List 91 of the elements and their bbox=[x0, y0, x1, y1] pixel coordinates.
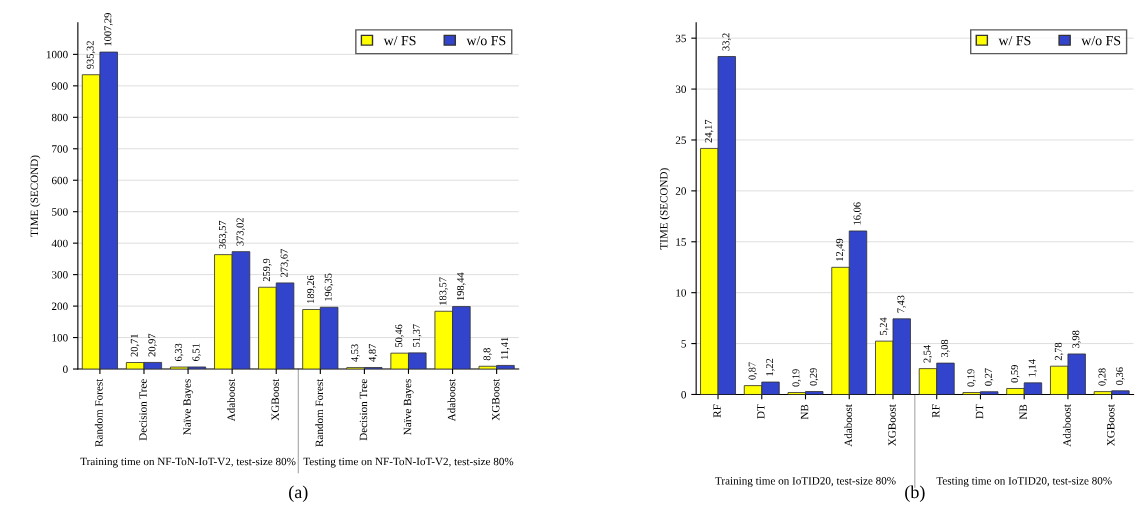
y-tick-label: 30 bbox=[675, 85, 687, 94]
x-tick-label: Decision Tree bbox=[139, 379, 147, 441]
data-label: 3,08 bbox=[941, 339, 950, 358]
y-tick-label: 0 bbox=[63, 365, 68, 373]
x-tick-label: Adaboost bbox=[227, 378, 235, 422]
text: Testing time on IoTID20, test-size 80% bbox=[936, 477, 1112, 487]
data-label: 0,29 bbox=[809, 368, 819, 386]
legend-label: w/ FS bbox=[998, 35, 1031, 46]
y-tick-label: 700 bbox=[52, 145, 68, 153]
data-label: 50,46 bbox=[395, 324, 404, 347]
y-tick-label: 600 bbox=[51, 176, 68, 185]
x-tick-label: Decision Tree bbox=[359, 379, 368, 441]
x-tick-label: RF bbox=[713, 404, 721, 418]
x-tick-label: XGBoost bbox=[271, 378, 280, 421]
y-tick-label: 5 bbox=[681, 340, 686, 348]
data-label: 0,27 bbox=[984, 368, 994, 386]
x-tick-label: NB bbox=[800, 404, 809, 420]
y-tick-label: 400 bbox=[51, 239, 68, 248]
y-tick-label: 100 bbox=[52, 334, 68, 342]
data-label: 259,9 bbox=[263, 258, 272, 282]
legend-label: w/o FS bbox=[1081, 35, 1121, 46]
y-tick-label: 500 bbox=[52, 208, 68, 216]
data-label: 20,97 bbox=[148, 333, 157, 357]
x-tick-label: DT bbox=[975, 404, 984, 419]
data-label: 189,26 bbox=[307, 275, 316, 303]
data-label: 196,35 bbox=[324, 273, 334, 301]
data-label: 0,28 bbox=[1098, 368, 1108, 386]
x-tick-label: Naïve Bayes bbox=[403, 379, 414, 435]
data-label: 0,59 bbox=[1011, 365, 1020, 383]
data-label: 4,53 bbox=[351, 344, 360, 362]
x-tick-label: XGBoost bbox=[491, 378, 500, 421]
y-tick-label: 800 bbox=[51, 113, 68, 122]
data-label: 8,8 bbox=[483, 348, 492, 361]
data-label: 0,36 bbox=[1116, 367, 1125, 385]
data-label: 20,71 bbox=[130, 334, 140, 357]
y-axis-title: TIME (SECOND) bbox=[659, 168, 670, 250]
x-tick-label: Naïve Bayes bbox=[183, 379, 194, 435]
data-label: 1007,29 bbox=[104, 13, 113, 46]
y-tick-label: 0 bbox=[681, 390, 687, 399]
y-axis-title: TIME (SECOND) bbox=[30, 155, 41, 237]
x-tick-label: XGBoost bbox=[888, 404, 896, 446]
x-tick-label: Adaboost bbox=[1062, 404, 1071, 447]
data-label: 16,06 bbox=[853, 202, 863, 225]
x-tick-label: Random Forest bbox=[94, 378, 103, 447]
text: Training time on IoTID20, test-size 80% bbox=[715, 477, 896, 487]
data-label: 2,54 bbox=[923, 345, 933, 363]
data-label: 0,19 bbox=[967, 369, 976, 387]
data-label: 5,24 bbox=[879, 317, 889, 335]
data-label: 1,14 bbox=[1028, 359, 1038, 377]
data-label: 12,49 bbox=[836, 238, 845, 261]
y-tick-label: 1000 bbox=[46, 50, 68, 59]
data-label: 24,17 bbox=[704, 119, 714, 143]
y-tick-label: 900 bbox=[51, 82, 68, 90]
data-label: 935,32 bbox=[86, 41, 96, 69]
data-label: 11,41 bbox=[501, 337, 510, 359]
text: (a) bbox=[289, 485, 308, 502]
text: (b) bbox=[905, 485, 925, 502]
legend-label: w/ FS bbox=[383, 35, 416, 46]
x-tick-label: Adaboost bbox=[844, 404, 853, 447]
data-label: 1,22 bbox=[766, 358, 775, 376]
x-tick-label: NB bbox=[1019, 404, 1027, 420]
data-label: 33,2 bbox=[722, 33, 731, 51]
y-tick-label: 20 bbox=[675, 187, 687, 195]
data-label: 4,87 bbox=[368, 344, 378, 362]
y-tick-label: 35 bbox=[675, 34, 686, 43]
data-label: 2,78 bbox=[1054, 342, 1064, 361]
data-label: 373,02 bbox=[236, 218, 246, 246]
data-label: 6,51 bbox=[192, 343, 201, 361]
data-label: 0,19 bbox=[792, 369, 801, 387]
x-tick-label: RF bbox=[932, 404, 940, 418]
y-tick-label: 300 bbox=[52, 271, 68, 279]
x-tick-label: Random Forest bbox=[315, 378, 324, 447]
data-label: 273,67 bbox=[280, 249, 290, 277]
data-label: 183,57 bbox=[439, 277, 448, 305]
y-tick-label: 10 bbox=[676, 289, 687, 297]
x-tick-label: DT bbox=[757, 404, 765, 419]
y-tick-label: 200 bbox=[51, 302, 68, 311]
text: Training time on NF-ToN-IoT-V2, test-size 80% bbox=[80, 457, 296, 468]
x-tick-label: Adaboost bbox=[447, 378, 456, 422]
data-label: 6,33 bbox=[174, 343, 184, 362]
data-label: 7,43 bbox=[897, 295, 906, 313]
y-tick-label: 25 bbox=[675, 136, 686, 144]
data-label: 3,98 bbox=[1072, 330, 1081, 348]
text: Testing time on NF-ToN-IoT-V2, test-size 80% bbox=[303, 457, 514, 468]
data-label: 0,87 bbox=[748, 362, 758, 380]
y-tick-label: 15 bbox=[676, 238, 686, 246]
data-label: 198,44 bbox=[456, 272, 466, 301]
data-label: 363,57 bbox=[218, 220, 228, 249]
legend-label: w/o FS bbox=[466, 35, 506, 46]
data-label: 51,37 bbox=[412, 324, 422, 347]
x-tick-label: XGBoost bbox=[1106, 404, 1115, 446]
